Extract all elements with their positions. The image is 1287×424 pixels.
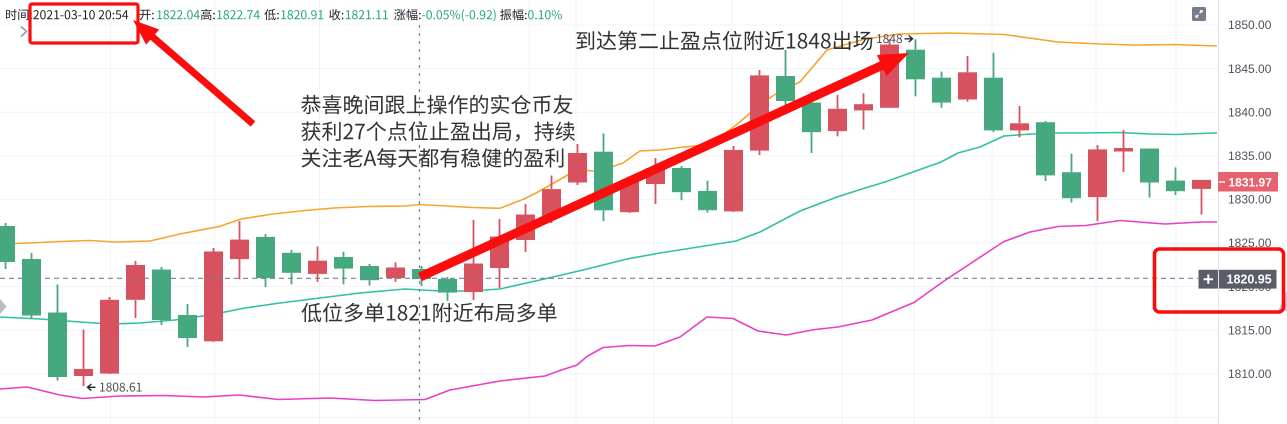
svg-text:1845.00: 1845.00 xyxy=(1228,62,1272,76)
svg-text:1850.00: 1850.00 xyxy=(1228,18,1272,32)
svg-text:1835.00: 1835.00 xyxy=(1228,149,1272,163)
svg-text:1831.97: 1831.97 xyxy=(1229,175,1273,189)
svg-text:1825.00: 1825.00 xyxy=(1228,236,1272,250)
svg-text:1810.00: 1810.00 xyxy=(1228,367,1272,381)
svg-text:1820.95: 1820.95 xyxy=(1227,273,1272,287)
svg-text:1815.00: 1815.00 xyxy=(1228,323,1272,337)
svg-text:1830.00: 1830.00 xyxy=(1228,193,1272,207)
svg-text:1840.00: 1840.00 xyxy=(1228,105,1272,119)
